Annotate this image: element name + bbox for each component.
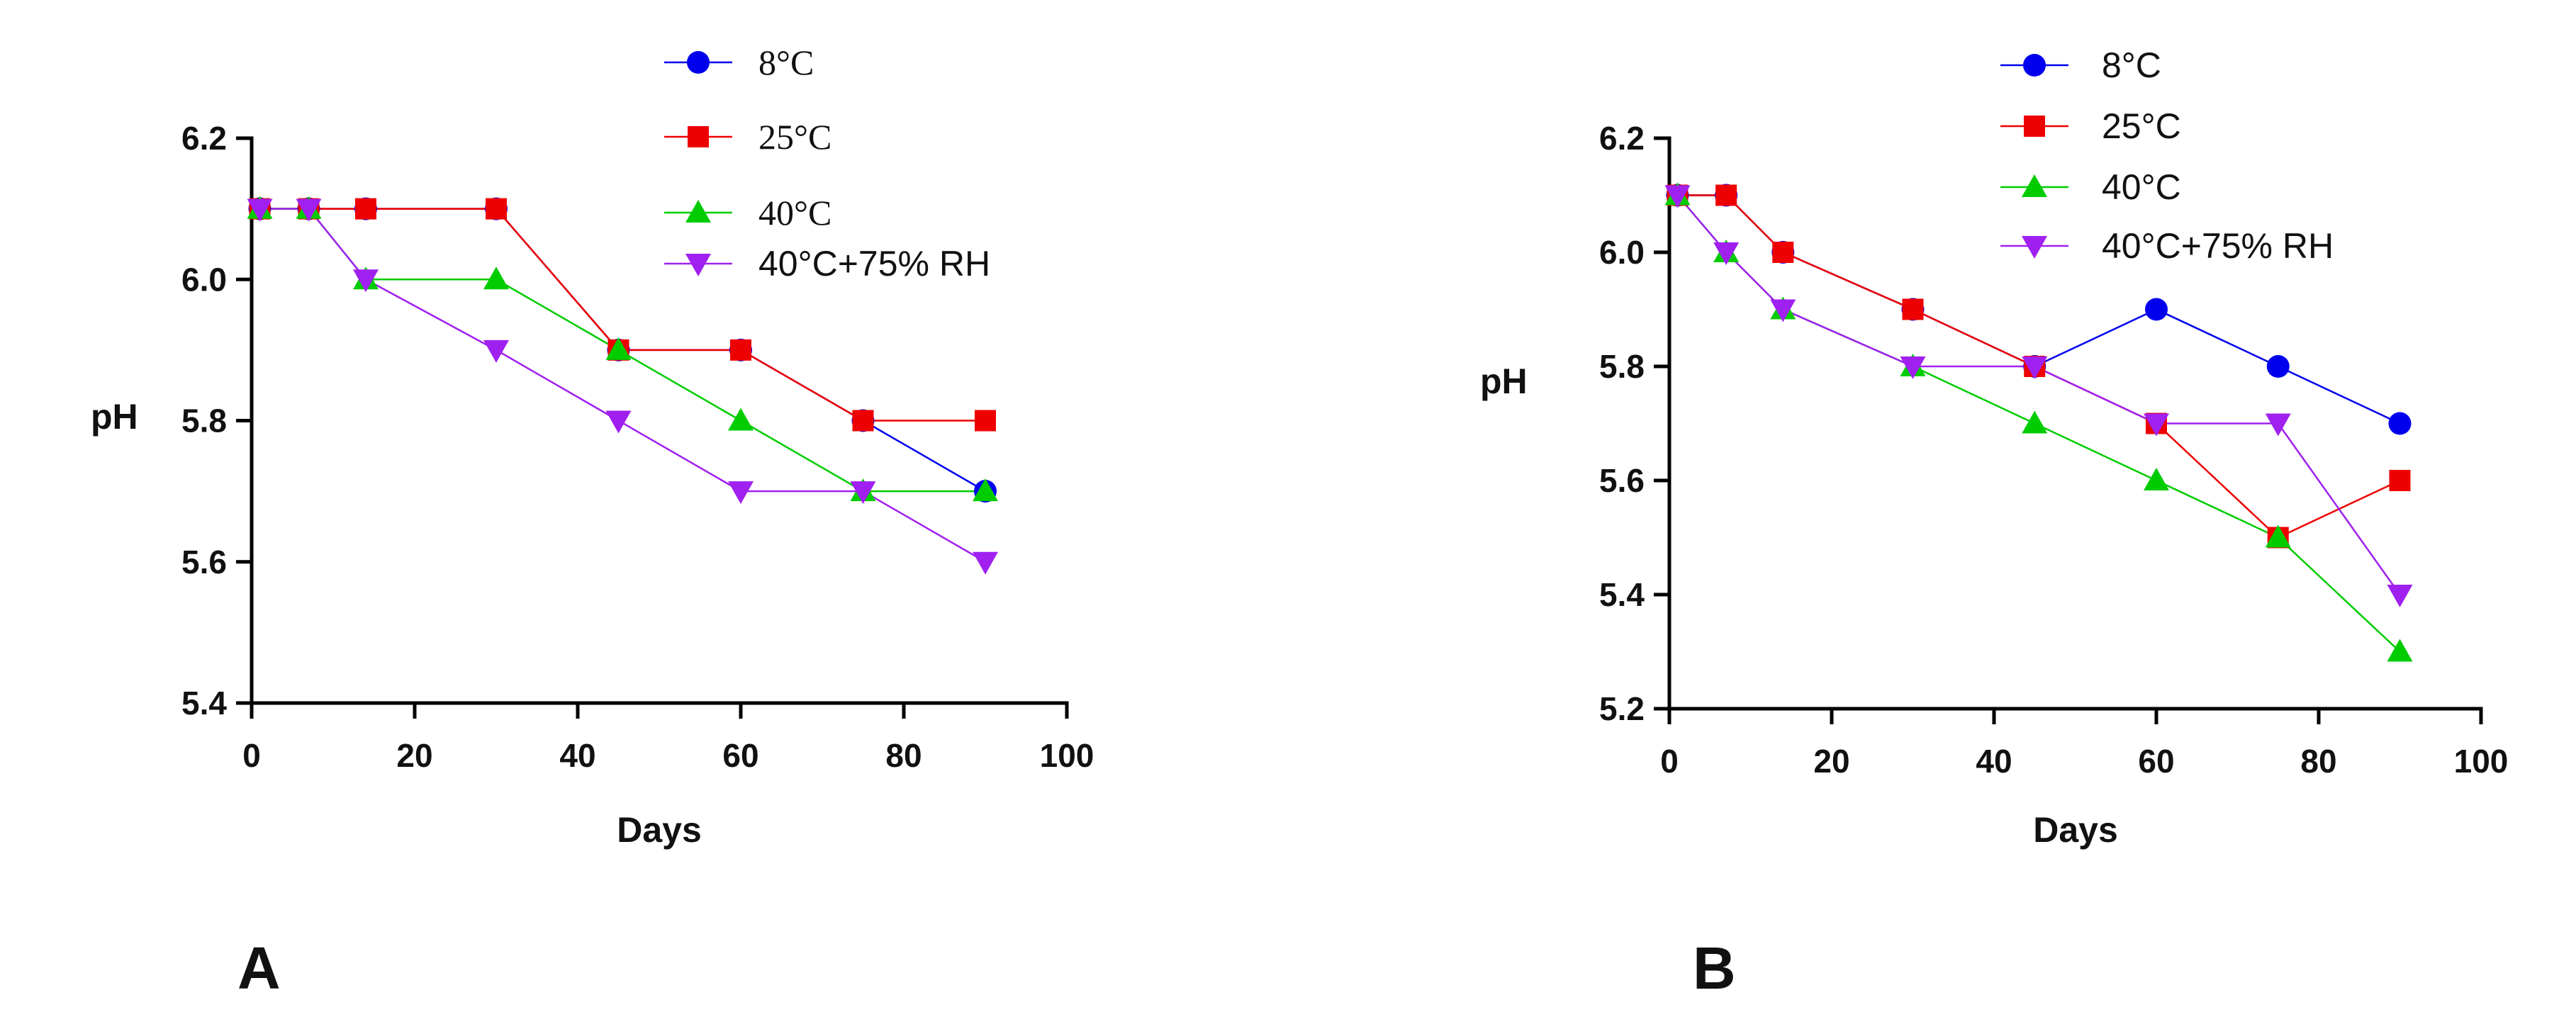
x-tick-label: 100 — [1040, 737, 1094, 774]
data-point — [2144, 468, 2169, 490]
data-point — [728, 481, 754, 505]
panel-label: A — [237, 935, 281, 1001]
y-tick-label: 5.6 — [181, 544, 227, 580]
legend-marker — [685, 254, 711, 276]
data-point — [355, 198, 376, 220]
x-tick-label: 80 — [885, 737, 922, 774]
y-axis-title: pH — [1480, 361, 1528, 401]
data-point — [2022, 410, 2048, 434]
data-point — [483, 266, 509, 290]
x-tick-label: 0 — [242, 737, 261, 774]
legend-label: 40°C+75% RH — [2102, 226, 2334, 266]
data-point — [1770, 299, 1796, 322]
data-point — [2389, 470, 2411, 491]
data-point — [2145, 298, 2168, 321]
legend-marker — [688, 126, 709, 147]
series-line-3 — [259, 208, 986, 563]
legend-item: 40°C — [664, 193, 831, 232]
legend-item: 40°C+75% RH — [2000, 226, 2334, 266]
y-tick-label: 6.0 — [181, 261, 227, 298]
legend-label: 40°C — [758, 193, 831, 232]
chart-legend: 8°C 25°C 40°C 40°C+75% RH — [2000, 45, 2334, 266]
x-tick-label: 80 — [2300, 743, 2336, 780]
y-tick-label: 5.6 — [1599, 462, 1645, 499]
x-tick-label: 20 — [1813, 743, 1849, 780]
data-point — [605, 410, 632, 434]
data-point — [1713, 242, 1740, 265]
data-point — [973, 478, 998, 502]
y-axis-title: pH — [91, 397, 138, 437]
x-tick-label: 40 — [1976, 743, 2012, 780]
data-point — [1902, 298, 1924, 320]
legend-label: 8°C — [2102, 45, 2161, 85]
data-point — [850, 481, 876, 505]
data-point — [2144, 413, 2169, 437]
y-tick-label: 5.4 — [1599, 576, 1645, 613]
panel-label: B — [1693, 935, 1736, 1001]
data-point — [2022, 356, 2048, 379]
chart-panel-a: 5.4 5.6 5.8 6.0 6.2 0 20 40 60 80 100 pH Days A 8°C 25°… — [91, 43, 1094, 1001]
legend-label: 40°C+75% RH — [758, 244, 990, 283]
y-tick-label: 5.2 — [1599, 690, 1645, 727]
x-tick-label: 60 — [2138, 743, 2174, 780]
y-tick-label: 5.8 — [1599, 348, 1645, 385]
data-point — [353, 269, 379, 293]
data-point — [605, 337, 632, 360]
legend-item: 40°C — [2000, 167, 2181, 207]
legend-item: 40°C+75% RH — [664, 244, 990, 283]
data-point — [2387, 639, 2413, 662]
data-point — [1664, 185, 1691, 208]
legend-marker — [2023, 54, 2046, 77]
legend-marker — [2022, 174, 2047, 197]
data-point — [247, 198, 273, 222]
x-tick-label: 20 — [396, 737, 432, 774]
data-point — [2266, 355, 2290, 378]
x-tick-label: 60 — [722, 737, 758, 774]
legend-marker — [687, 51, 710, 74]
x-tick-label: 40 — [559, 737, 595, 774]
y-tick-label: 5.4 — [181, 685, 227, 721]
series-markers-3 — [247, 198, 998, 575]
y-tick-label: 6.0 — [1599, 234, 1645, 271]
data-point — [730, 339, 751, 361]
x-tick-label: 0 — [1660, 743, 1679, 780]
data-point — [2388, 412, 2412, 435]
data-point — [852, 410, 874, 432]
legend-label: 25°C — [758, 117, 831, 157]
data-point — [975, 410, 996, 432]
y-tick-label: 6.2 — [181, 120, 227, 157]
data-point — [2387, 585, 2413, 607]
legend-label: 40°C — [2102, 167, 2181, 207]
legend-item: 8°C — [664, 43, 814, 82]
x-axis-title: Days — [617, 810, 702, 850]
legend-item: 25°C — [2000, 106, 2181, 146]
data-point — [728, 408, 754, 431]
legend-label: 8°C — [758, 43, 814, 82]
y-tick-label: 5.8 — [181, 403, 227, 439]
data-point — [973, 551, 998, 575]
y-tick-label: 6.2 — [1599, 120, 1645, 157]
legend-marker — [685, 200, 711, 223]
x-axis-title: Days — [2033, 810, 2118, 850]
data-point — [483, 339, 509, 363]
data-point — [2265, 413, 2291, 437]
series-markers-3 — [1664, 185, 2413, 607]
legend-item: 8°C — [2000, 45, 2161, 85]
legend-marker — [2022, 236, 2047, 259]
legend-marker — [2024, 116, 2045, 137]
chart-panel-b: 5.2 5.4 5.6 5.8 6.0 6.2 0 20 40 60 80 100 pH Days B 8°C… — [1480, 45, 2508, 1001]
data-point — [1715, 184, 1737, 206]
data-point — [486, 198, 507, 220]
legend-item: 25°C — [664, 117, 831, 157]
chart-legend: 8°C 25°C 40°C 40°C+75% RH — [664, 43, 990, 283]
x-tick-label: 100 — [2454, 743, 2509, 780]
legend-label: 25°C — [2102, 106, 2181, 146]
data-point — [2265, 524, 2291, 548]
data-point — [1900, 356, 1926, 379]
data-point — [296, 198, 322, 222]
data-point — [1772, 242, 1794, 263]
